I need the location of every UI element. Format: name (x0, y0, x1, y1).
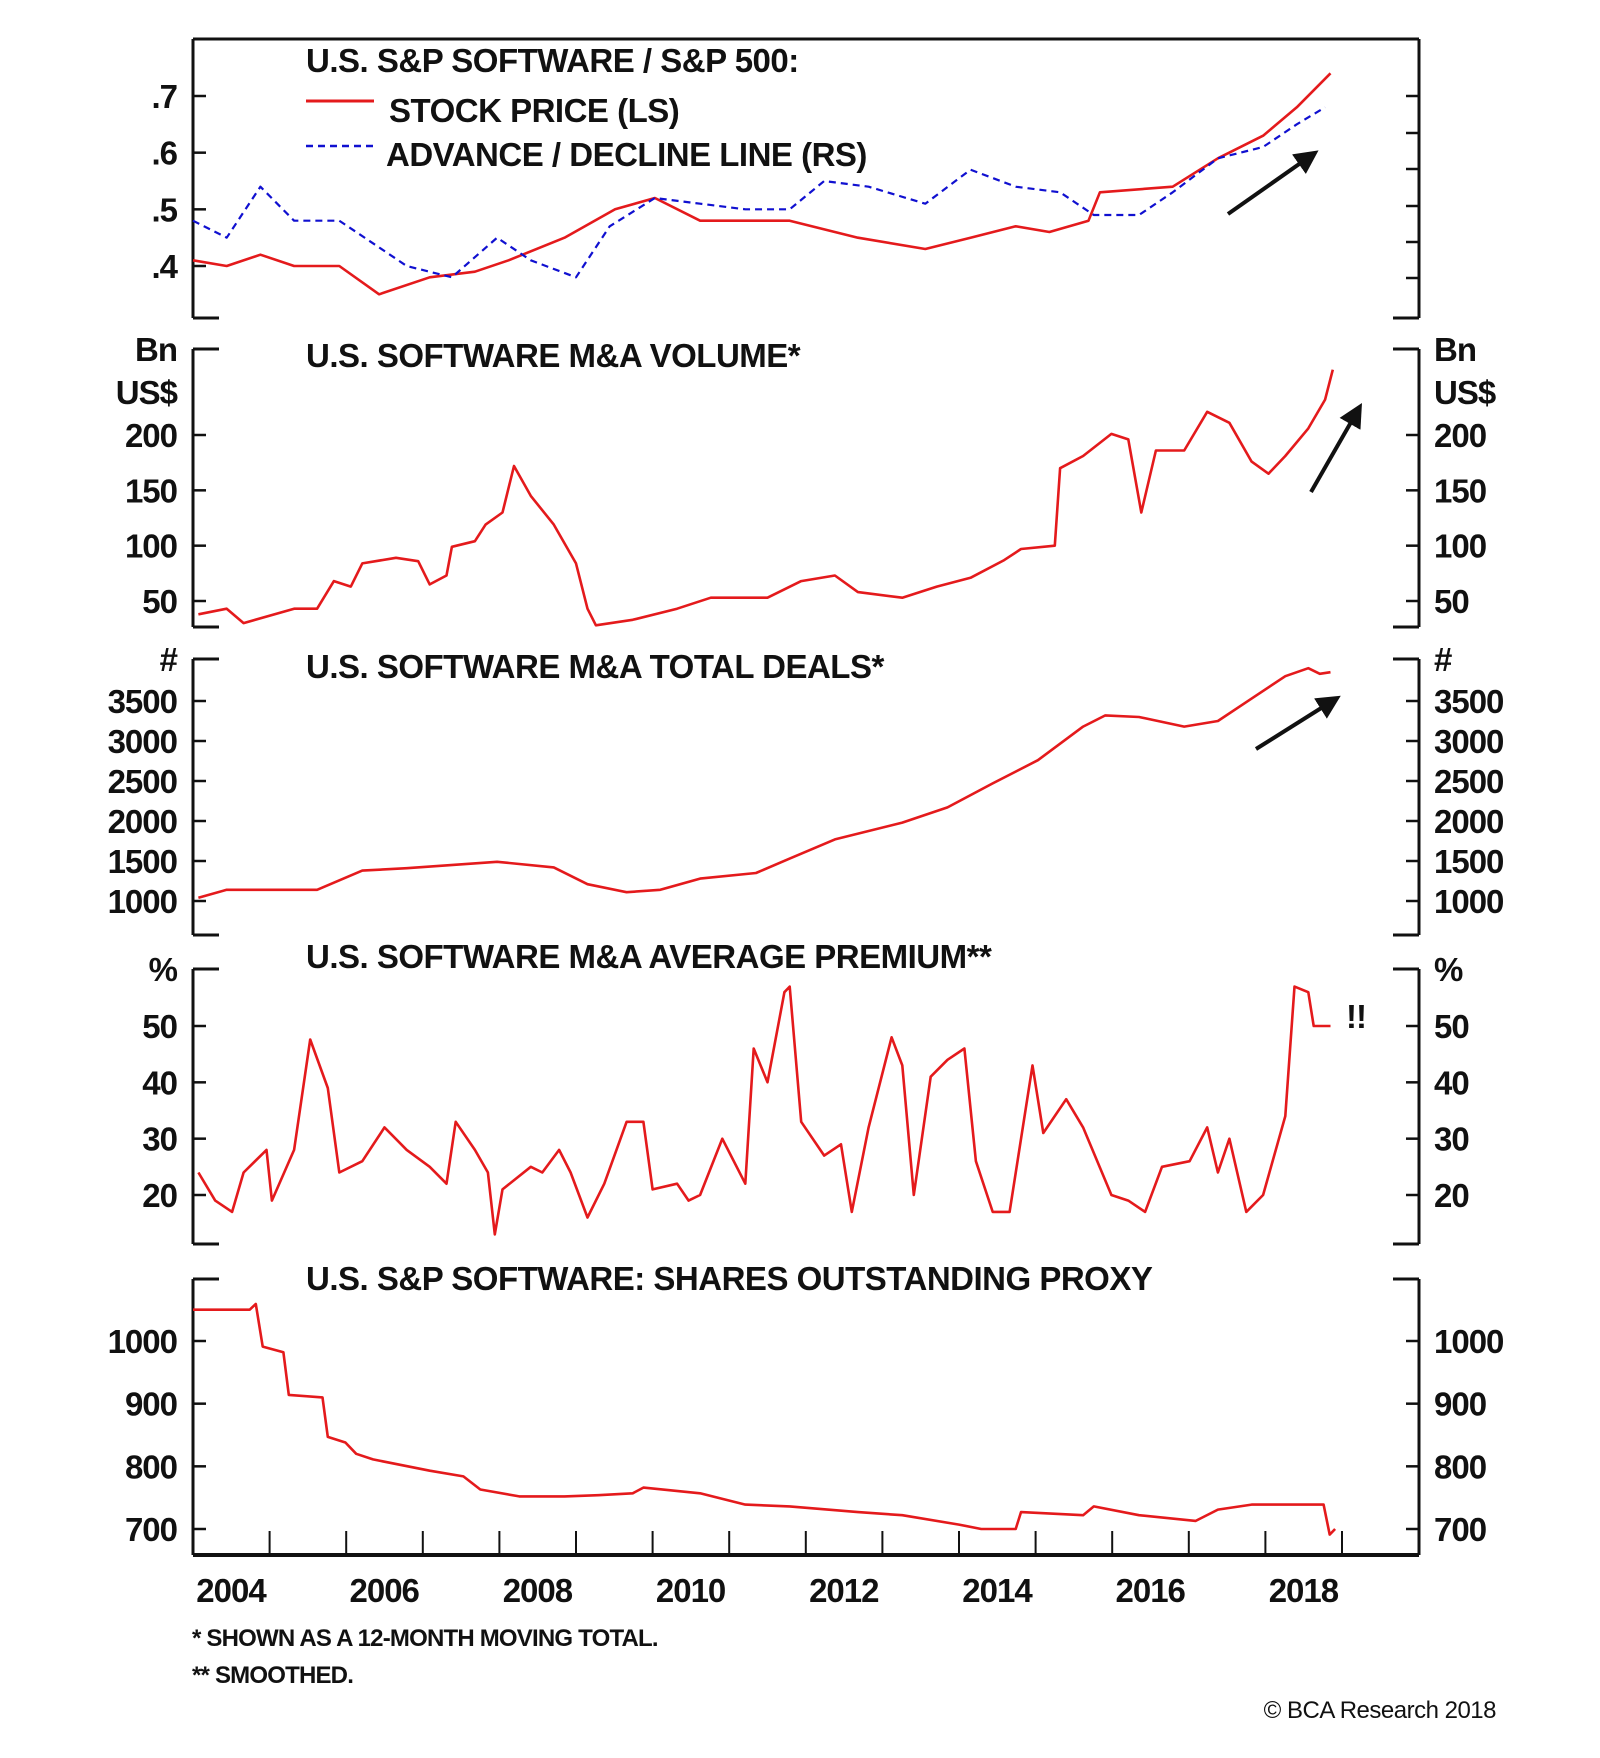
series-line-shares-outstanding-proxy (193, 1302, 1337, 1536)
unit-label-left: US$ (116, 374, 178, 411)
y-tick-label-right: 1000 (1434, 883, 1503, 920)
y-tick-label-right: 1000 (1434, 1323, 1503, 1360)
y-tick-label-right: 1500 (1434, 843, 1503, 880)
x-tick-label: 2006 (349, 1572, 419, 1609)
y-tick-label-left: .5 (151, 191, 177, 228)
y-tick-label-left: 20 (142, 1177, 177, 1214)
series-line-advance-decline-line-rs- (192, 106, 1326, 279)
y-tick-label-left: 900 (125, 1386, 177, 1423)
y-tick-label-right: 700 (1434, 1511, 1486, 1548)
x-tick-label: 2014 (962, 1572, 1033, 1609)
series-line-m-a-volume (198, 369, 1335, 627)
unit-label-right: # (1434, 641, 1452, 678)
y-tick-label-right: 150 (1434, 472, 1486, 509)
y-tick-label-right: 800 (1434, 1448, 1486, 1485)
legend-label-stock-price: STOCK PRICE (LS) (389, 92, 679, 129)
panel-5-title: U.S. S&P SOFTWARE: SHARES OUTSTANDING PR… (306, 1260, 1153, 1297)
y-tick-label-right: 900 (1434, 1386, 1486, 1423)
y-tick-label-left: 50 (142, 1008, 177, 1045)
panel-1-title: U.S. S&P SOFTWARE / S&P 500: (306, 42, 799, 79)
footnote-2: ** SMOOTHED. (192, 1662, 353, 1689)
y-tick-label-right: 50 (1434, 583, 1469, 620)
y-tick-label-left: 200 (125, 417, 177, 454)
series-line-average-premium (197, 985, 1331, 1236)
unit-label-right: US$ (1434, 374, 1496, 411)
series-line-total-deals (198, 666, 1331, 900)
y-tick-label-left: 1500 (108, 843, 177, 880)
x-tick-label: 2016 (1115, 1572, 1185, 1609)
y-tick-label-right: 3500 (1434, 683, 1503, 720)
y-tick-label-right: 3000 (1434, 723, 1503, 760)
panel-frames (191, 37, 1421, 1557)
legend-label-ad-line: ADVANCE / DECLINE LINE (RS) (386, 136, 867, 173)
y-tick-label-left: 40 (142, 1064, 177, 1101)
y-tick-label-left: 1000 (108, 1323, 177, 1360)
y-tick-label-left: .4 (151, 248, 178, 285)
copyright: © BCA Research 2018 (1264, 1697, 1496, 1724)
unit-label-right: Bn (1434, 331, 1476, 368)
unit-label-right: % (1434, 951, 1463, 988)
y-tick-label-right: 2000 (1434, 803, 1503, 840)
panel-3-title: U.S. SOFTWARE M&A TOTAL DEALS* (306, 648, 884, 685)
footnote-1: * SHOWN AS A 12-MONTH MOVING TOTAL. (192, 1625, 658, 1652)
unit-label-left: Bn (135, 331, 177, 368)
y-tick-label-left: 800 (125, 1448, 177, 1485)
y-tick-label-right: 100 (1434, 528, 1486, 565)
trend-arrow-icon-3 (1254, 695, 1341, 751)
chart-labels: .7 .6 .5 .4 U.S. S&P SOFTWARE / S&P 500: 200 2… (108, 42, 1505, 1609)
y-tick-label-left: 150 (125, 472, 177, 509)
y-tick-label-left: 700 (125, 1511, 177, 1548)
y-tick-label-right: 50 (1434, 1008, 1469, 1045)
y-tick-label-left: 100 (125, 528, 177, 565)
panel-2-title: U.S. SOFTWARE M&A VOLUME* (306, 337, 801, 374)
trend-arrow-icon-2 (1309, 403, 1362, 493)
y-tick-label-right: 40 (1434, 1064, 1469, 1101)
series-line-stock-price-ls- (192, 72, 1332, 296)
chart-marks (192, 72, 1362, 1536)
y-tick-label-left: 2000 (108, 803, 177, 840)
premium-annotation: !! (1346, 998, 1366, 1035)
y-tick-label-right: 30 (1434, 1121, 1469, 1158)
trend-arrow-icon-1 (1226, 150, 1319, 216)
y-tick-label-left: 50 (142, 583, 177, 620)
x-tick-label: 2018 (1269, 1572, 1339, 1609)
y-tick-label-left: 3500 (108, 683, 177, 720)
y-tick-label-left: .7 (151, 78, 177, 115)
x-tick-label: 2010 (656, 1572, 725, 1609)
x-tick-label: 2004 (196, 1572, 267, 1609)
y-tick-label-left: 30 (142, 1121, 177, 1158)
x-tick-label: 2008 (503, 1572, 573, 1609)
y-tick-label-right: 20 (1434, 1177, 1469, 1214)
panel-4-title: U.S. SOFTWARE M&A AVERAGE PREMIUM** (306, 938, 992, 975)
unit-label-left: # (160, 641, 178, 678)
y-tick-label-left: 2500 (108, 763, 177, 800)
x-tick-label: 2012 (809, 1572, 879, 1609)
y-tick-label-left: 3000 (108, 723, 177, 760)
y-tick-label-left: .6 (151, 135, 177, 172)
y-tick-label-right: 200 (1434, 417, 1486, 454)
unit-label-left: % (149, 951, 178, 988)
y-tick-label-right: 2500 (1434, 763, 1503, 800)
y-tick-label-left: 1000 (108, 883, 177, 920)
